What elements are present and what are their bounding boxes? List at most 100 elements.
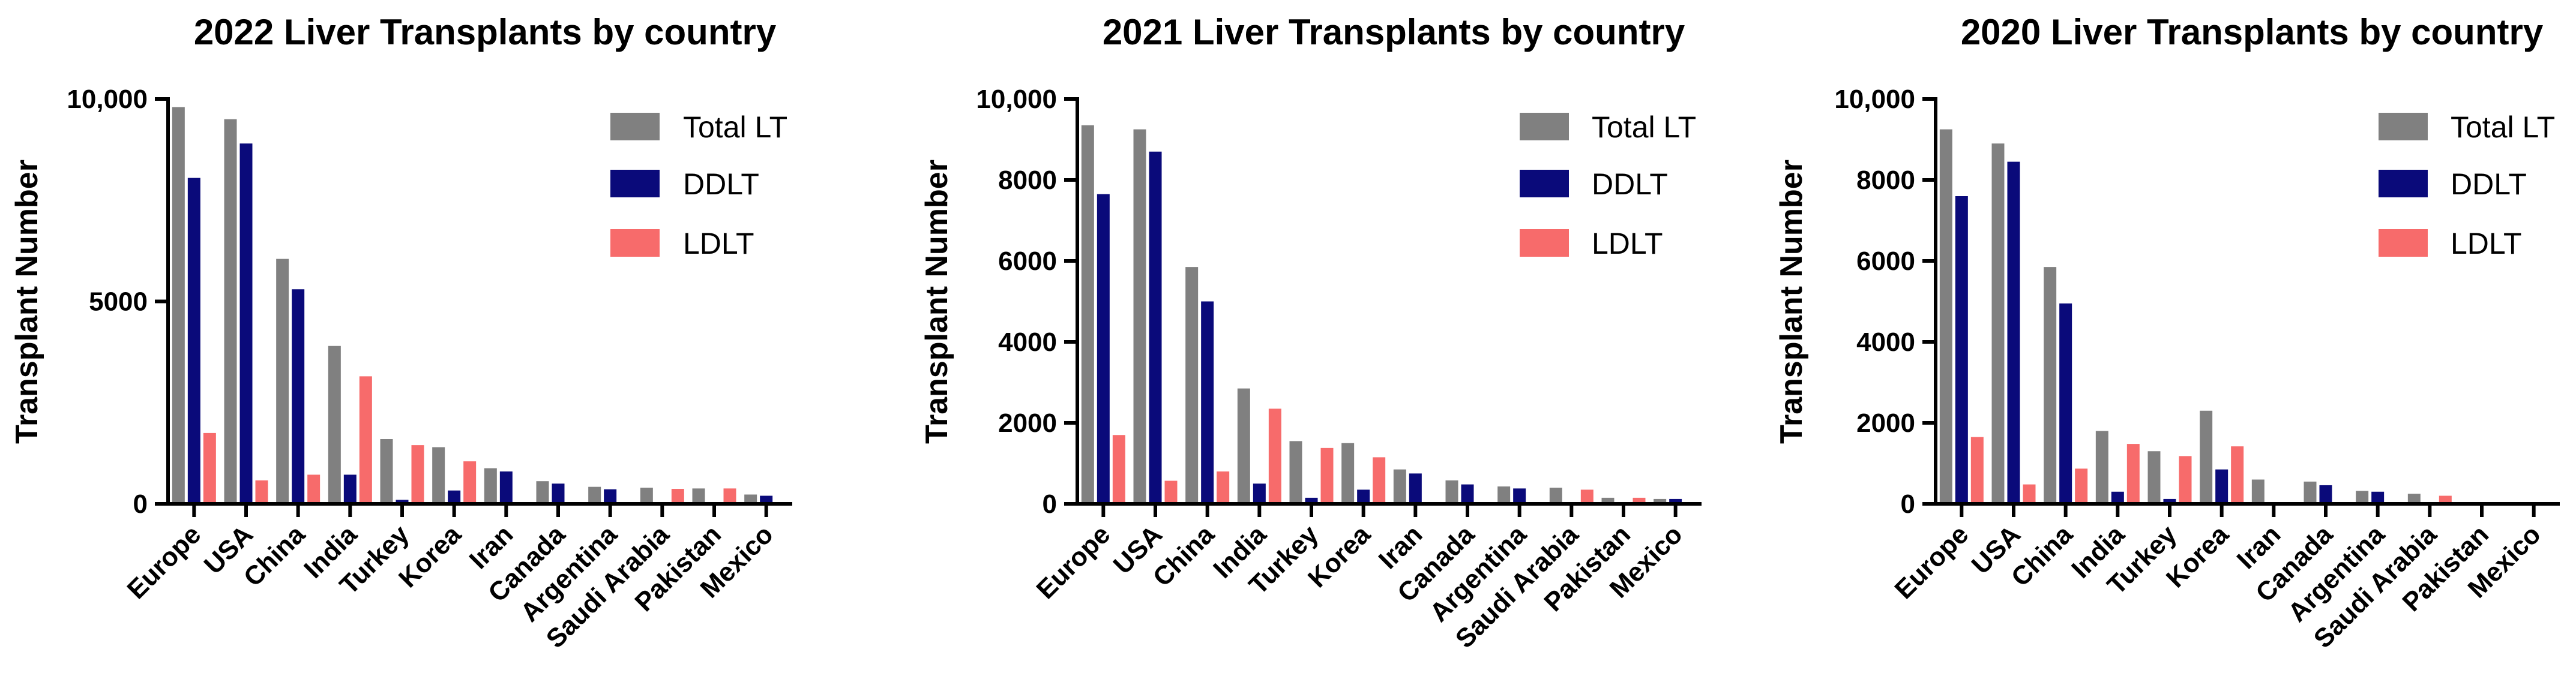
- bars: [172, 107, 773, 504]
- legend-label-ldlt: LDLT: [683, 227, 754, 260]
- x-tick-labels: EuropeUSAChinaIndiaTurkeyKoreaIranCanada…: [1889, 504, 2547, 654]
- bar-total-lt-argentina: [588, 486, 601, 504]
- bar-ddlt-argentina: [604, 489, 617, 504]
- y-tick-label: 0: [133, 489, 148, 519]
- legend-label-ldlt: LDLT: [1592, 227, 1663, 260]
- bar-ldlt-india: [2126, 444, 2140, 504]
- bars: [1939, 129, 2525, 504]
- bar-ddlt-canada: [1461, 484, 1474, 504]
- y-tick-label: 10,000: [1834, 85, 1915, 114]
- bar-total-lt-canada: [536, 481, 549, 504]
- bar-ldlt-pakistan: [723, 488, 736, 504]
- x-tick-labels: EuropeUSAChinaIndiaTurkeyKoreaIranCanada…: [122, 504, 779, 654]
- bar-total-lt-europe: [172, 107, 185, 504]
- y-axis-title: Transplant Number: [10, 160, 44, 444]
- y-tick-label: 0: [1901, 489, 1915, 519]
- axes: [1076, 97, 1702, 506]
- bar-total-lt-china: [2044, 267, 2057, 504]
- bar-total-lt-usa: [1133, 129, 1146, 504]
- legend-swatch-ddlt: [1520, 170, 1569, 197]
- chart-title: 2021 Liver Transplants by country: [1103, 12, 1685, 52]
- y-tick-label: 4000: [1856, 328, 1915, 357]
- bar-ddlt-europe: [187, 178, 200, 504]
- axes: [1934, 97, 2560, 506]
- legend-label-total-lt: Total LT: [2451, 110, 2555, 144]
- bar-ldlt-europe: [1112, 435, 1125, 504]
- bar-ddlt-usa: [1149, 151, 1162, 504]
- bar-total-lt-europe: [1939, 129, 1952, 504]
- bar-ddlt-china: [292, 289, 305, 504]
- bar-total-lt-argentina: [2356, 491, 2369, 504]
- bar-total-lt-usa: [1991, 143, 2005, 504]
- bar-total-lt-turkey: [1289, 441, 1302, 504]
- bar-ddlt-korea: [1357, 489, 1370, 504]
- bar-ddlt-usa: [239, 143, 253, 504]
- x-tick-label-china: China: [2006, 519, 2078, 592]
- bars: [1081, 125, 1682, 504]
- x-tick-label-europe: Europe: [1889, 519, 1975, 605]
- bar-ldlt-pakistan: [1633, 497, 1646, 504]
- bar-ldlt-turkey: [411, 445, 424, 504]
- legend-swatch-ldlt: [1520, 229, 1569, 257]
- x-tick-label-europe: Europe: [1031, 519, 1116, 605]
- bar-ldlt-saudi-arabia: [671, 489, 684, 504]
- x-tick-label-china: China: [238, 519, 311, 592]
- bar-total-lt-india: [328, 346, 341, 504]
- bar-total-lt-india: [1237, 388, 1250, 504]
- y-ticks: 0 5000 10,000: [67, 85, 168, 519]
- chart-2020: 2020 Liver Transplants by country Transp…: [1774, 12, 2560, 654]
- bar-ldlt-europe: [1970, 437, 1984, 504]
- legend-swatch-total-lt: [610, 113, 660, 140]
- bar-total-lt-turkey: [2147, 451, 2161, 504]
- x-tick-label-europe: Europe: [122, 519, 207, 605]
- bar-ddlt-canada: [2319, 485, 2332, 504]
- bar-total-lt-saudi-arabia: [2407, 494, 2421, 504]
- bar-ddlt-turkey: [1305, 497, 1318, 504]
- bar-ldlt-saudi-arabia: [1580, 489, 1593, 504]
- bar-ddlt-china: [2059, 303, 2072, 504]
- legend-swatch-ldlt: [2379, 229, 2428, 257]
- legend-label-total-lt: Total LT: [1592, 110, 1696, 144]
- bar-ldlt-india: [1268, 408, 1281, 504]
- y-tick-label: 10,000: [67, 85, 148, 114]
- y-axis-title: Transplant Number: [1774, 160, 1809, 444]
- bar-ldlt-india: [359, 376, 372, 504]
- bar-ddlt-korea: [448, 490, 461, 504]
- legend: Total LT DDLT LDLT: [610, 110, 787, 260]
- bar-total-lt-iran: [1393, 469, 1406, 504]
- bar-total-lt-china: [1185, 267, 1199, 504]
- bar-ldlt-korea: [2231, 446, 2244, 504]
- bar-ldlt-usa: [2023, 484, 2036, 504]
- bar-ddlt-india: [343, 474, 357, 504]
- legend-label-ldlt: LDLT: [2451, 227, 2522, 260]
- chart-title: 2022 Liver Transplants by country: [194, 12, 777, 52]
- bar-ddlt-iran: [1409, 473, 1422, 504]
- bar-ddlt-turkey: [2163, 498, 2176, 504]
- legend-label-total-lt: Total LT: [683, 110, 787, 144]
- bar-total-lt-turkey: [380, 439, 393, 504]
- bar-total-lt-pakistan: [692, 488, 705, 504]
- bar-total-lt-europe: [1081, 125, 1094, 504]
- y-tick-label: 2000: [998, 408, 1057, 438]
- bar-total-lt-korea: [432, 447, 445, 504]
- bar-total-lt-canada: [1445, 480, 1458, 504]
- bar-ldlt-saudi-arabia: [2439, 495, 2452, 504]
- y-tick-label: 5000: [89, 287, 148, 317]
- bar-ldlt-usa: [255, 480, 268, 504]
- bar-ddlt-iran: [499, 471, 513, 504]
- y-tick-label: 6000: [1856, 247, 1915, 276]
- bar-ldlt-china: [307, 474, 320, 504]
- bar-ldlt-turkey: [1320, 447, 1334, 504]
- bar-total-lt-iran: [484, 468, 497, 504]
- y-ticks: 0 2000 4000 6000 8000 10,000: [1834, 85, 1936, 519]
- legend-swatch-ldlt: [610, 229, 660, 257]
- bar-ddlt-mexico: [1669, 498, 1682, 504]
- legend-label-ddlt: DDLT: [2451, 167, 2527, 201]
- bar-total-lt-pakistan: [1601, 497, 1615, 504]
- bar-ldlt-china: [1217, 471, 1230, 504]
- chart-2021: 2021 Liver Transplants by country Transp…: [919, 12, 1702, 654]
- bar-total-lt-india: [2095, 431, 2108, 504]
- bar-ddlt-europe: [1955, 196, 1968, 504]
- bar-ldlt-usa: [1164, 480, 1178, 504]
